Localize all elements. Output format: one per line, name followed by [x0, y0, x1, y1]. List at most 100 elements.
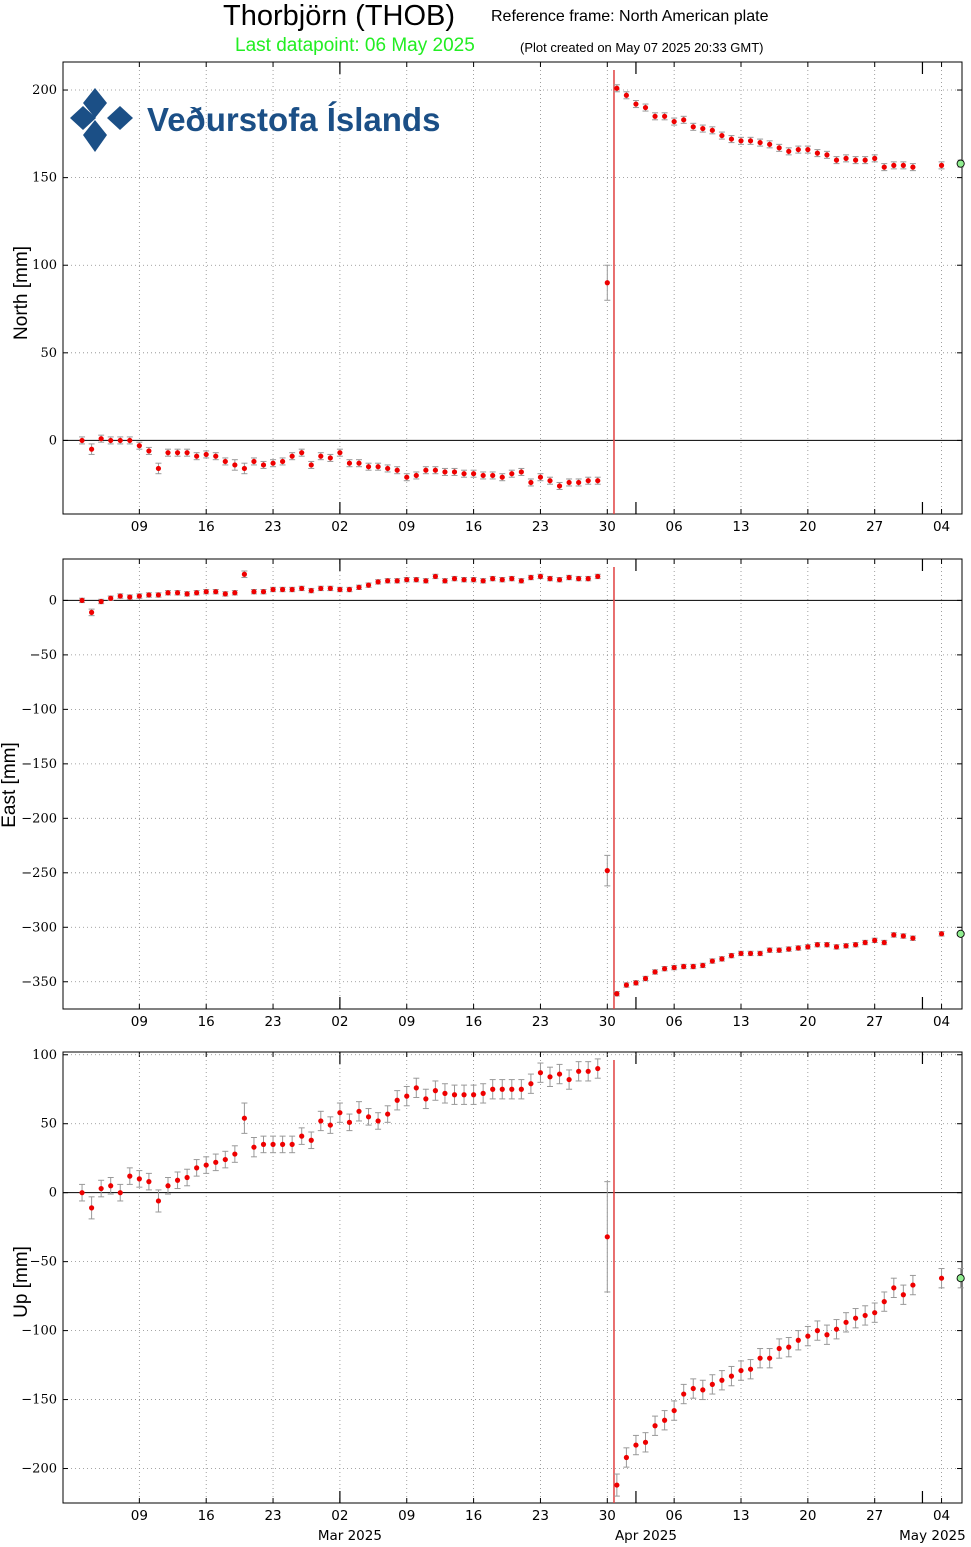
- data-point: [690, 963, 696, 970]
- data-point: [442, 578, 448, 584]
- data-point: [547, 1074, 553, 1080]
- data-point: [642, 975, 649, 982]
- data-point: [576, 479, 582, 486]
- x-tick-label: 16: [198, 519, 215, 535]
- data-point: [786, 1344, 792, 1350]
- data-point: [194, 453, 200, 459]
- data-point: [471, 577, 477, 583]
- x-tick-label: 09: [398, 1508, 415, 1524]
- x-tick-label: 09: [398, 519, 415, 535]
- x-tick-label: 04: [933, 1508, 950, 1524]
- panel-east: 09 16 23 02 09 16 23 30 06 13 20 27 04 0 −50 −100 −150 −2…: [0, 558, 965, 1030]
- data-point: [98, 598, 104, 605]
- data-point: [213, 1159, 219, 1165]
- data-point: [174, 1177, 181, 1183]
- data-point: [738, 138, 744, 144]
- data-point: [900, 162, 906, 168]
- data-point: [537, 474, 544, 480]
- data-point: [174, 450, 181, 456]
- plot-frame: [62, 1051, 963, 1504]
- y-tick-label: 50: [40, 1117, 57, 1132]
- data-point: [509, 1086, 515, 1092]
- x-tick-label: 23: [264, 1014, 281, 1030]
- data-point: [289, 586, 295, 593]
- data-point: [862, 1312, 868, 1319]
- plot-created-label: (Plot created on May 07 2025 20:33 GMT): [520, 40, 764, 55]
- data-point: [79, 437, 85, 444]
- data-point: [184, 591, 190, 597]
- data-point: [891, 932, 897, 938]
- data-point: [213, 453, 219, 459]
- data-point: [308, 1137, 314, 1143]
- data-point: [938, 931, 945, 937]
- data-point: [767, 1355, 773, 1361]
- data-point: [547, 478, 553, 484]
- x-tick-label: 30: [599, 519, 616, 535]
- data-point: [385, 465, 391, 472]
- data-point: [509, 471, 515, 477]
- data-point: [442, 1090, 448, 1096]
- data-point: [480, 578, 486, 584]
- data-point: [451, 469, 458, 475]
- data-point: [556, 483, 563, 489]
- data-point: [595, 573, 601, 580]
- month-label: May 2025: [899, 1528, 966, 1544]
- data-point: [700, 125, 706, 132]
- data-point: [681, 1391, 687, 1397]
- x-tick-label: 20: [799, 519, 816, 535]
- data-point: [346, 586, 353, 593]
- data-point: [232, 1151, 238, 1157]
- data-point: [652, 113, 658, 119]
- y-tick-label: −50: [30, 648, 57, 663]
- x-tick-label: 02: [331, 1508, 348, 1524]
- last-data-point: [956, 1274, 965, 1283]
- data-point: [136, 1176, 142, 1182]
- data-point: [566, 479, 572, 486]
- y-tick-label: −150: [21, 757, 57, 772]
- x-tick-label: 20: [799, 1014, 816, 1030]
- data-point: [146, 448, 152, 454]
- data-point: [413, 1085, 419, 1091]
- data-point: [690, 1385, 696, 1392]
- x-tick-label: 16: [465, 1014, 482, 1030]
- x-tick-label: 02: [331, 519, 348, 535]
- data-point: [623, 1454, 630, 1461]
- y-tick-label: −200: [21, 811, 57, 826]
- data-point: [537, 573, 544, 580]
- month-label: Mar 2025: [318, 1528, 382, 1544]
- data-point: [872, 1310, 878, 1316]
- data-point: [681, 963, 687, 970]
- data-point: [165, 1183, 171, 1189]
- data-point: [738, 1367, 744, 1374]
- data-point: [776, 1345, 782, 1352]
- data-point: [280, 458, 286, 465]
- data-point: [404, 474, 410, 480]
- data-point: [671, 964, 677, 971]
- data-point: [910, 1282, 916, 1288]
- data-point: [251, 589, 257, 595]
- data-point: [528, 1081, 534, 1087]
- data-point: [299, 450, 305, 456]
- data-point: [461, 471, 467, 477]
- last-datapoint-label: Last datapoint: 06 May 2025: [235, 35, 475, 56]
- y-tick-label: −50: [30, 1255, 57, 1270]
- data-point: [117, 593, 123, 599]
- data-point: [633, 980, 639, 986]
- data-point: [127, 437, 133, 444]
- panel-up: 09 16 23 02 09 16 23 30 06 13 20 27 04 100 50 0 −50 −100 −…: [11, 1048, 966, 1544]
- data-point: [365, 1114, 372, 1120]
- data-point: [614, 1482, 620, 1488]
- data-point: [814, 942, 821, 948]
- data-point: [136, 593, 142, 599]
- data-point: [671, 1407, 677, 1414]
- data-point: [805, 1333, 811, 1339]
- data-point: [232, 462, 238, 468]
- data-point: [337, 450, 343, 456]
- data-point: [767, 947, 773, 953]
- data-point: [528, 479, 534, 486]
- data-point: [604, 280, 610, 286]
- data-point: [375, 464, 381, 470]
- data-point: [270, 1141, 276, 1148]
- data-point: [432, 467, 438, 473]
